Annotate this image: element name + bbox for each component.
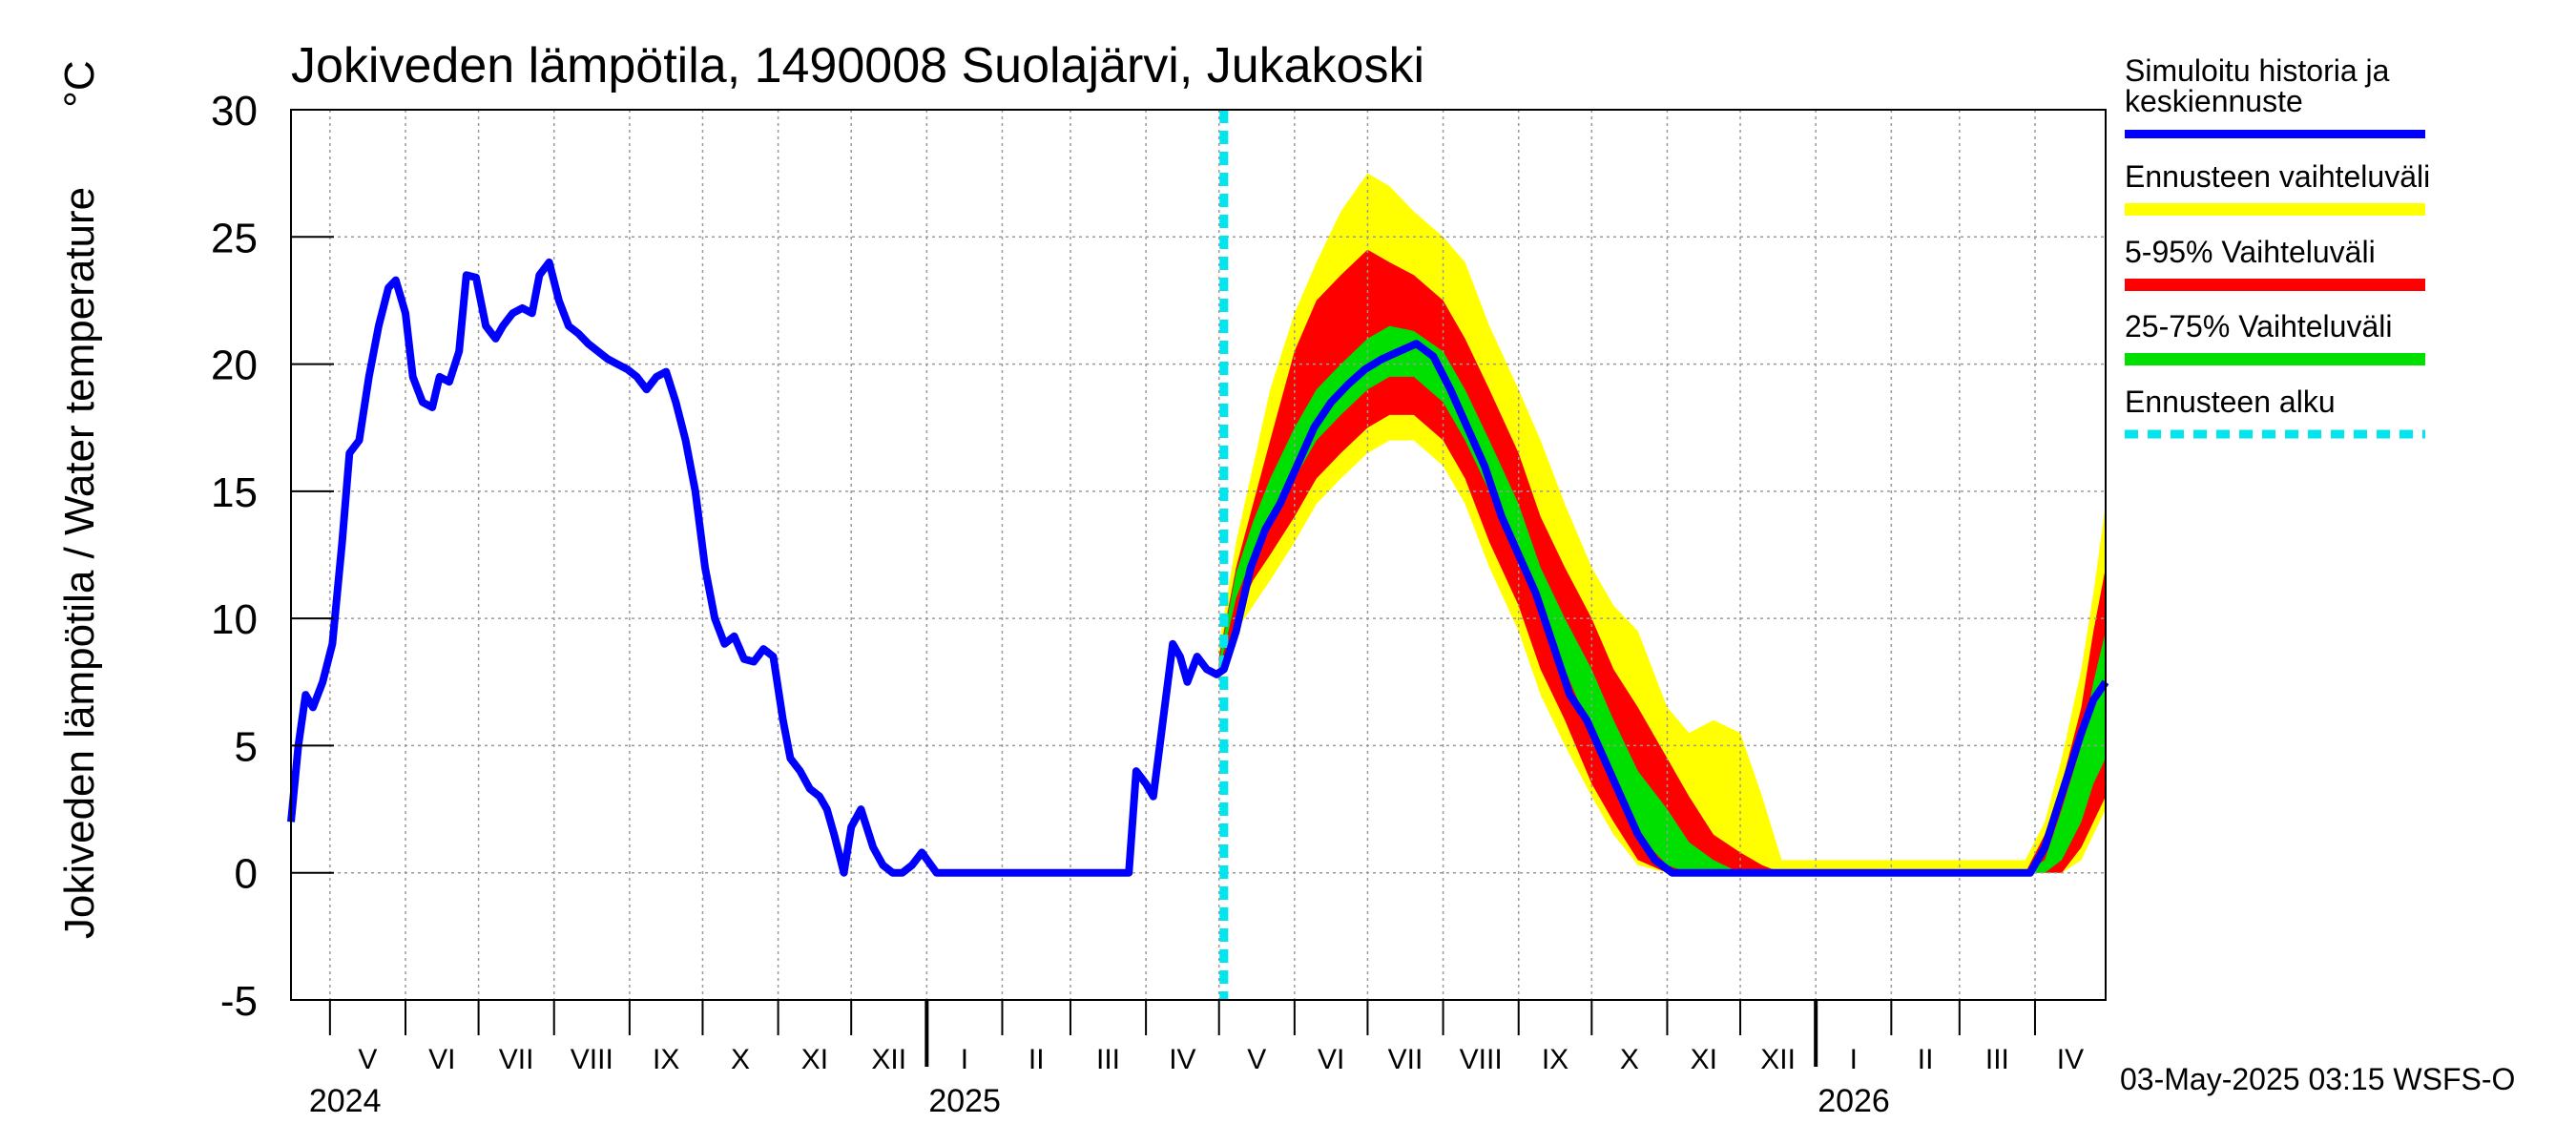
legend-label-simulated-2: keskiennuste — [2125, 84, 2303, 118]
y-tick-label: 30 — [211, 88, 258, 135]
month-label: VIII — [1460, 1044, 1503, 1075]
month-label: XI — [801, 1044, 828, 1075]
month-label: XII — [1760, 1044, 1796, 1075]
month-label: III — [1985, 1044, 2009, 1075]
legend: Simuloitu historia ja keskiennuste Ennus… — [2125, 53, 2430, 439]
y-tick-label: 15 — [211, 469, 258, 516]
month-label: X — [731, 1044, 750, 1075]
month-label: II — [1028, 1044, 1045, 1075]
legend-label-25-75: 25-75% Vaihteluväli — [2125, 309, 2392, 344]
month-label: V — [358, 1044, 377, 1075]
y-tick-label: 25 — [211, 215, 258, 261]
x-axis: V VI VII VIII IX X XI XII I II III IV V VI VII VIII IX X X… — [309, 1000, 2084, 1119]
y-axis-title: Jokiveden lämpötila / Water temperature — [56, 187, 103, 939]
chart-title: Jokiveden lämpötila, 1490008 Suolajärvi,… — [291, 38, 1424, 94]
legend-swatch-25-75 — [2125, 353, 2425, 365]
forecast-bands — [1218, 173, 2106, 873]
month-label: XII — [871, 1044, 906, 1075]
month-label: IV — [1169, 1044, 1195, 1075]
legend-swatch-range — [2125, 203, 2425, 216]
month-label: II — [1918, 1044, 1934, 1075]
legend-swatch-5-95 — [2125, 279, 2425, 291]
legend-swatch-simulated — [2125, 130, 2425, 138]
legend-label-simulated-1: Simuloitu historia ja — [2125, 53, 2390, 88]
month-label: III — [1096, 1044, 1120, 1075]
month-label: VI — [428, 1044, 455, 1075]
plot-frame — [290, 109, 2107, 1001]
month-label: VII — [499, 1044, 534, 1075]
month-label: I — [961, 1044, 968, 1075]
y-tick-label: 20 — [211, 343, 258, 389]
month-label: XI — [1691, 1044, 1717, 1075]
year-label-2025: 2025 — [928, 1083, 1001, 1119]
y-axis-unit: °C — [56, 60, 103, 107]
month-label: X — [1620, 1044, 1639, 1075]
month-label: V — [1247, 1044, 1266, 1075]
y-tick-label: -5 — [220, 978, 258, 1025]
series-lines — [287, 258, 2109, 877]
month-label: VII — [1388, 1044, 1423, 1075]
legend-label-forecast-start: Ennusteen alku — [2125, 385, 2336, 419]
year-label-2026: 2026 — [1818, 1083, 1890, 1119]
grid-lines — [291, 110, 2106, 1000]
band-5-95-vaihteluv-li — [1218, 249, 2106, 873]
legend-label-5-95: 5-95% Vaihteluväli — [2125, 235, 2376, 269]
month-label: VIII — [571, 1044, 613, 1075]
y-tick-label: 10 — [211, 596, 258, 643]
legend-label-range: Ennusteen vaihteluväli — [2125, 159, 2430, 194]
month-label: VI — [1318, 1044, 1344, 1075]
y-axis-ticks: -5 0 5 10 15 20 25 30 — [211, 88, 334, 1025]
month-label: IX — [1542, 1044, 1568, 1075]
month-label: I — [1850, 1044, 1858, 1075]
series-line-simulated — [287, 258, 2109, 877]
y-tick-label: 5 — [235, 723, 258, 770]
footer-timestamp: 03-May-2025 03:15 WSFS-O — [2120, 1062, 2515, 1096]
year-label-2024: 2024 — [309, 1083, 382, 1119]
month-label: IX — [653, 1044, 679, 1075]
y-tick-label: 0 — [235, 851, 258, 898]
month-label: IV — [2057, 1044, 2084, 1075]
